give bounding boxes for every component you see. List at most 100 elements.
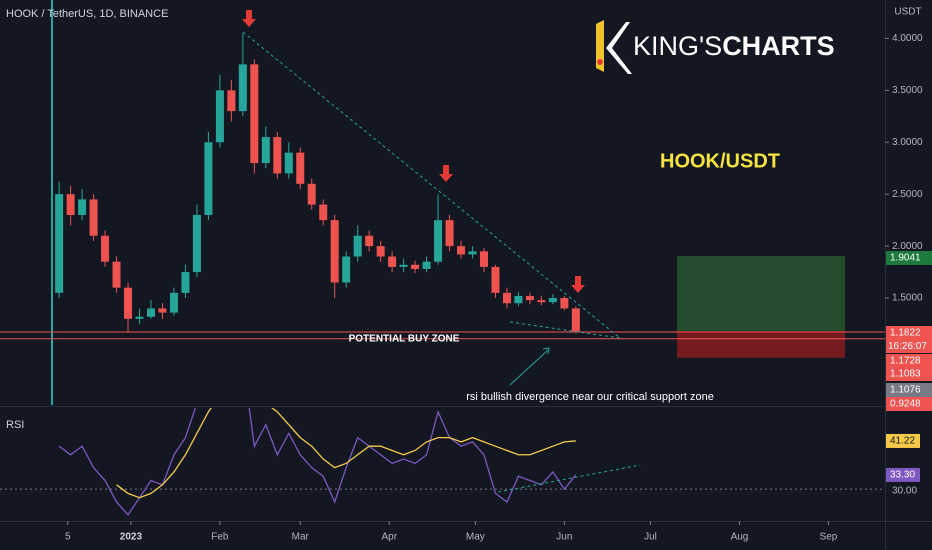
- candle-body: [101, 235, 110, 262]
- arrow-head: [542, 347, 550, 355]
- candle-body: [169, 292, 178, 313]
- x-tick-label: Sep: [820, 532, 838, 543]
- candle-body: [181, 272, 190, 293]
- candle-body: [376, 246, 385, 257]
- candle-body: [411, 264, 420, 269]
- candle-body: [548, 298, 557, 303]
- trendline: [242, 31, 621, 339]
- candle-body: [146, 308, 155, 317]
- candle-body: [342, 256, 351, 283]
- candle-body: [330, 220, 339, 283]
- rsi-title: RSI: [6, 419, 24, 431]
- candle-body: [307, 183, 316, 205]
- logo-icon: [596, 20, 604, 72]
- candle-body: [399, 264, 408, 267]
- candle-body: [296, 152, 305, 184]
- x-tick-label: Jun: [556, 532, 572, 543]
- candle-body: [158, 308, 167, 313]
- x-tick-label: Aug: [731, 532, 749, 543]
- candle-body: [537, 300, 546, 303]
- rsi-value-label: 33.30: [890, 470, 915, 481]
- y-tick-label: 2.5000: [892, 189, 923, 200]
- candle-body: [319, 204, 328, 221]
- candle-body: [502, 292, 511, 304]
- candle-body: [571, 308, 580, 332]
- logo-part: CHARTS: [722, 31, 835, 61]
- price-marker-label: 1.1076: [890, 385, 921, 396]
- candle-body: [560, 298, 569, 309]
- y-tick-label: 30.00: [892, 486, 917, 497]
- price-marker: [886, 367, 932, 381]
- down-arrow: [242, 10, 256, 27]
- y-tick-label: 2.0000: [892, 241, 923, 252]
- x-tick-label: May: [466, 532, 485, 543]
- logo-part: KING'S: [633, 31, 722, 61]
- candle-body: [55, 194, 64, 293]
- y-tick-label: 3.5000: [892, 85, 923, 96]
- countdown: 16:26:07: [888, 341, 927, 352]
- candle-body: [514, 295, 523, 304]
- candle-body: [227, 90, 236, 112]
- annotation: rsi bullish divergence near our critical…: [466, 391, 714, 403]
- candle-body: [284, 152, 293, 174]
- x-tick-label: 5: [65, 532, 71, 543]
- rsi-line: [116, 408, 576, 499]
- price-marker: [886, 251, 932, 265]
- candle-body: [204, 142, 213, 215]
- price-marker-label: 1.9041: [890, 253, 921, 264]
- logo-icon: [597, 59, 603, 65]
- candle-body: [365, 235, 374, 247]
- candle-body: [445, 220, 454, 247]
- rsi-value-box: [886, 467, 920, 482]
- candle-body: [78, 199, 87, 215]
- trendline: [509, 321, 621, 339]
- x-tick-label: 2023: [120, 532, 143, 543]
- candle-body: [479, 251, 488, 267]
- rsi-value-label: 41.22: [890, 436, 915, 447]
- pair-label: HOOK/USDT: [660, 150, 780, 172]
- y-tick-label: 1.5000: [892, 293, 923, 304]
- rsi-value-box: [886, 433, 920, 448]
- candle-body: [192, 214, 201, 273]
- rsi-line: [58, 408, 577, 516]
- candle-body: [112, 261, 121, 288]
- price-marker: [886, 326, 932, 340]
- down-arrow: [571, 276, 585, 293]
- candle-body: [89, 199, 98, 236]
- x-tick-label: Apr: [381, 532, 397, 543]
- x-tick-label: Mar: [292, 532, 310, 543]
- candle-body: [434, 220, 443, 262]
- candle-body: [215, 90, 224, 143]
- rsi-trendline: [497, 464, 641, 493]
- candle-body: [135, 316, 144, 319]
- candle-body: [468, 251, 477, 255]
- y-tick-label: 4.0000: [892, 33, 923, 44]
- candle-body: [525, 295, 534, 301]
- price-marker-label: 1.1822: [890, 328, 921, 339]
- candle-body: [250, 64, 259, 164]
- candle-body: [353, 235, 362, 257]
- down-arrow: [439, 165, 453, 182]
- logo: KING'SCHARTS: [633, 31, 835, 61]
- x-tick-label: Jul: [644, 532, 657, 543]
- arrow: [509, 349, 549, 386]
- candle-body: [238, 64, 247, 112]
- countdown-box: [886, 340, 932, 353]
- candle-body: [66, 194, 75, 215]
- candle-body: [261, 137, 270, 164]
- target-zone: [677, 256, 845, 332]
- chart-title: HOOK / TetherUS, 1D, BINANCE: [6, 8, 168, 20]
- currency: USDT: [894, 7, 921, 18]
- price-marker: [886, 354, 932, 368]
- candle-body: [388, 256, 397, 267]
- stop-zone: [677, 331, 845, 358]
- candle-body: [422, 261, 431, 269]
- price-marker: [886, 383, 932, 397]
- price-marker-label: 1.1728: [890, 356, 921, 367]
- x-tick-label: Feb: [211, 532, 229, 543]
- price-marker-label: 1.1083: [890, 369, 921, 380]
- candle-body: [491, 266, 500, 293]
- candle-body: [124, 287, 133, 319]
